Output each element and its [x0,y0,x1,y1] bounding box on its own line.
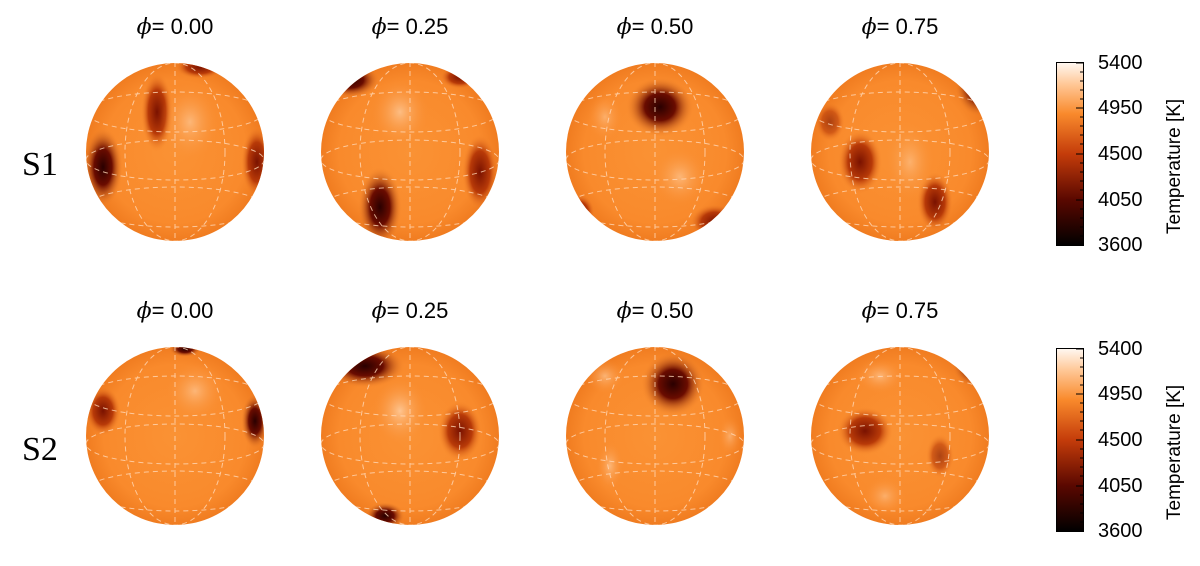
row-label-s2: S2 [22,431,58,468]
phase-title-s2-1: ϕ= 0.25 [371,298,449,324]
colorbar-s1-tick-4050: 4050 [1098,189,1143,211]
phase-title-s1-0: ϕ= 0.00 [136,14,214,40]
colorbar-s2-tick-3600: 3600 [1098,520,1143,542]
colorbar-s2-tick-5400: 5400 [1098,338,1143,360]
phase-title-s2-0: ϕ= 0.00 [136,298,214,324]
sphere-s1-phase-025 [321,63,499,241]
colorbar-s2 [1056,348,1084,532]
phase-title-s1-3: ϕ= 0.75 [861,14,939,40]
colorbar-s1-tick-4950: 4950 [1098,97,1143,119]
colorbar-s2-tick-4950: 4950 [1098,383,1143,405]
sphere-s2-phase-0 [86,347,264,525]
phase-title-s1-1: ϕ= 0.25 [371,14,449,40]
colorbar-s1-tick-4500: 4500 [1098,143,1143,165]
colorbar-s1-label: Temperature [K] [1164,98,1185,234]
sphere-s2-phase-050 [566,347,744,525]
colorbar-s1-tick-5400: 5400 [1098,52,1143,74]
colorbar-s2-tick-4500: 4500 [1098,429,1143,451]
colorbar-s1 [1056,62,1084,246]
colorbar-s2-tick-4050: 4050 [1098,475,1143,497]
phase-title-s2-2: ϕ= 0.50 [616,298,694,324]
sphere-s1-phase-050 [566,63,744,241]
sphere-s2-phase-075 [811,347,989,525]
phase-title-s1-2: ϕ= 0.50 [616,14,694,40]
colorbar-s2-label: Temperature [K] [1164,384,1185,520]
colorbar-s1-tick-3600: 3600 [1098,234,1143,256]
row-label-s1: S1 [22,146,58,183]
phase-title-s2-3: ϕ= 0.75 [861,298,939,324]
sphere-s1-phase-0 [86,63,264,241]
sphere-s1-phase-075 [811,63,989,241]
sphere-s2-phase-025 [321,347,499,525]
